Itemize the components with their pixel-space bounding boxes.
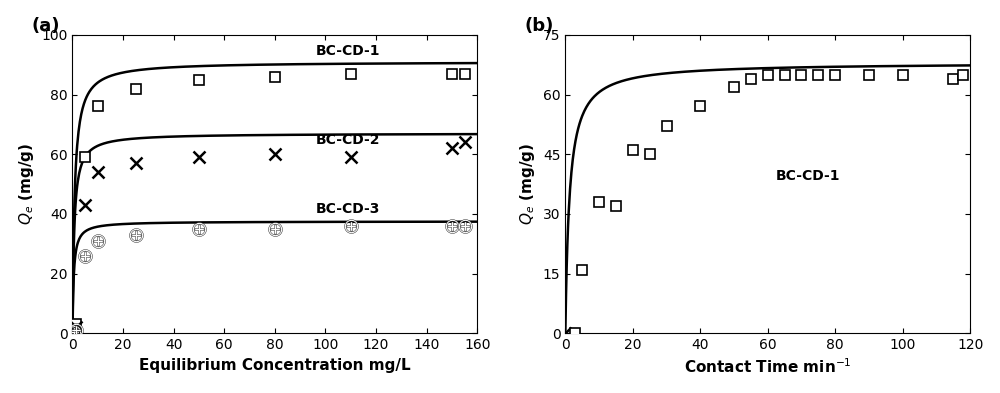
X-axis label: Equilibrium Concentration mg/L: Equilibrium Concentration mg/L bbox=[139, 358, 411, 373]
X-axis label: Contact Time min$^{-1}$: Contact Time min$^{-1}$ bbox=[684, 358, 852, 376]
Text: BC-CD-2: BC-CD-2 bbox=[315, 133, 380, 147]
Text: BC-CD-1: BC-CD-1 bbox=[315, 44, 380, 58]
Text: BC-CD-1: BC-CD-1 bbox=[776, 169, 840, 183]
Text: (b): (b) bbox=[525, 17, 554, 35]
Text: BC-CD-3: BC-CD-3 bbox=[315, 202, 380, 216]
Y-axis label: $Q_e$ (mg/g): $Q_e$ (mg/g) bbox=[518, 143, 537, 225]
Text: (a): (a) bbox=[32, 17, 60, 35]
Y-axis label: $Q_e$ (mg/g): $Q_e$ (mg/g) bbox=[17, 143, 36, 225]
